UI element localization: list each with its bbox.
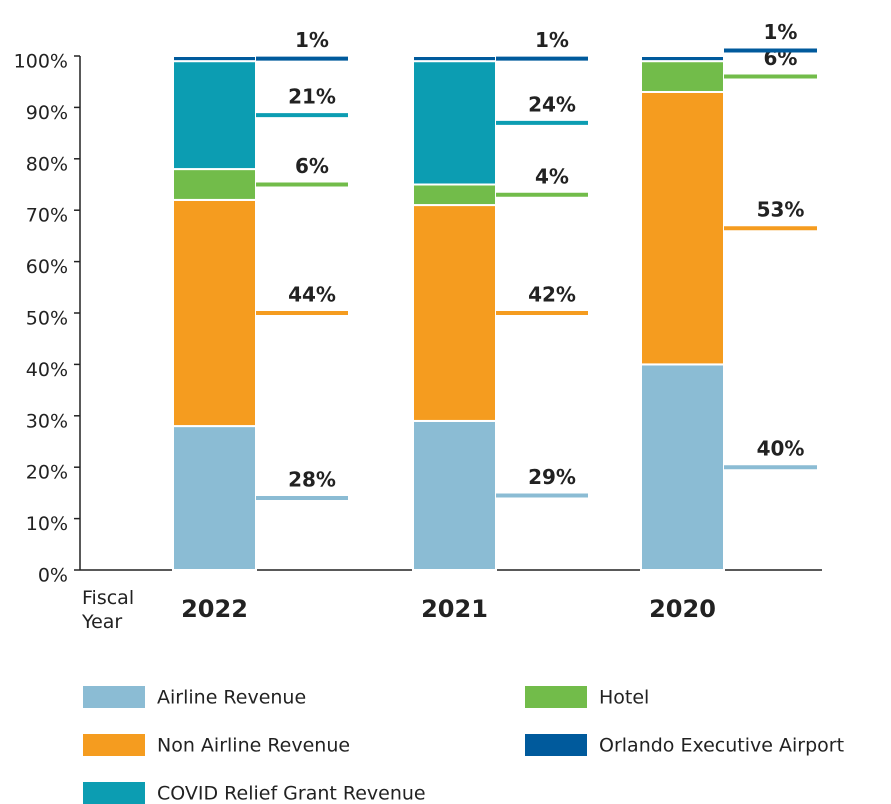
data-label: 6%: [295, 154, 329, 178]
legend-swatch: [525, 734, 587, 756]
bar-segment: [640, 363, 725, 571]
y-tick-label: 80%: [26, 153, 68, 175]
bar-segment: [172, 55, 257, 63]
bar-segment: [172, 60, 257, 171]
data-label: 28%: [288, 468, 336, 492]
y-tick-label: 30%: [26, 410, 68, 432]
legend-label: Hotel: [599, 687, 649, 709]
bar-segment: [172, 198, 257, 428]
data-label: 24%: [528, 92, 576, 116]
x-tick-label: 2021: [421, 595, 488, 623]
bar-segment: [640, 55, 725, 63]
data-label: 1%: [535, 28, 569, 52]
x-tick-label: 2020: [649, 595, 716, 623]
bar-segment: [640, 60, 725, 93]
y-tick-label: 100%: [14, 51, 68, 73]
data-label: 1%: [295, 28, 329, 52]
legend-swatch: [525, 686, 587, 708]
y-tick-label: 50%: [26, 308, 68, 330]
y-tick-label: 60%: [26, 256, 68, 278]
legend-label: COVID Relief Grant Revenue: [157, 783, 426, 804]
x-axis-label: Fiscal Year: [82, 587, 135, 633]
y-tick-label: 10%: [26, 513, 68, 535]
data-label: 42%: [528, 283, 576, 307]
legend-label: Airline Revenue: [157, 687, 306, 709]
legend-label: Non Airline Revenue: [157, 735, 350, 757]
bar-segment: [640, 90, 725, 366]
bar-segment: [412, 55, 497, 63]
data-label: 44%: [288, 283, 336, 307]
bar-segment: [172, 168, 257, 201]
y-tick-label: 90%: [26, 102, 68, 124]
bar-segment: [412, 60, 497, 186]
y-tick-label: 40%: [26, 359, 68, 381]
y-tick-label: 0%: [38, 565, 68, 587]
data-label: 4%: [535, 164, 569, 188]
data-label: 53%: [757, 198, 805, 222]
x-tick-label: 2022: [181, 595, 248, 623]
data-label: 21%: [288, 85, 336, 109]
data-label: 1%: [764, 20, 798, 44]
legend-swatch: [83, 734, 145, 756]
y-tick-label: 70%: [26, 205, 68, 227]
bar-segment: [412, 183, 497, 207]
bar-segment: [412, 419, 497, 571]
legend-swatch: [83, 686, 145, 708]
bar-segment: [172, 425, 257, 571]
bar-segment: [412, 204, 497, 422]
y-tick-label: 20%: [26, 462, 68, 484]
legend-swatch: [83, 782, 145, 804]
data-label: 29%: [528, 465, 576, 489]
data-label: 40%: [757, 437, 805, 461]
legend-label: Orlando Executive Airport: [599, 735, 844, 757]
